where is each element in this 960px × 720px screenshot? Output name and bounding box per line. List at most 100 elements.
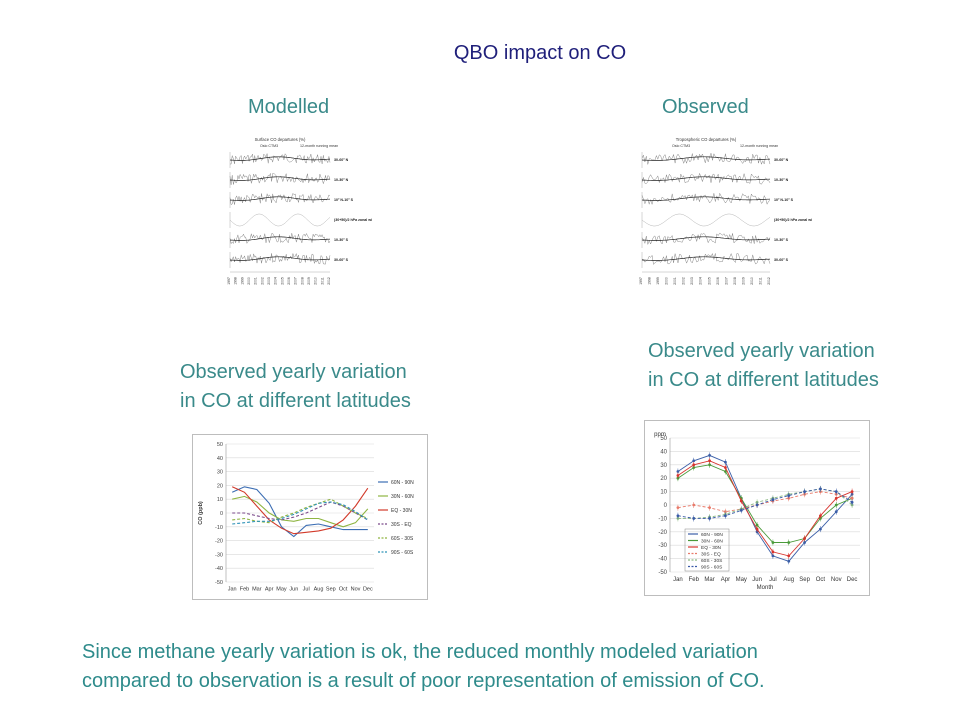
year-tick-label: 2005 (280, 277, 284, 285)
x-tick-label: Aug (783, 577, 794, 583)
legend-label: 60N - 90N (391, 480, 414, 486)
left-caption-line2: in CO at different latitudes (180, 390, 411, 412)
series-line (677, 454, 853, 562)
legend-label: 60N - 90N (701, 532, 723, 538)
year-tick-label: 2006 (716, 277, 720, 285)
running-mean-line (641, 156, 771, 161)
series-line (232, 501, 369, 521)
legend-label: 30N - 60N (701, 539, 723, 545)
timeseries-legend-item: Oslo CTM3 (672, 144, 690, 148)
legend-label: EQ - 30N (391, 508, 412, 514)
year-tick-label: 1997 (639, 277, 643, 285)
series-line (231, 486, 369, 535)
row-label: (30+50)/2 hPa zonal winds at equator (334, 218, 372, 222)
timeseries-line (641, 172, 771, 185)
year-tick-label: 2000 (247, 277, 251, 285)
x-tick-label: Jan (673, 577, 683, 583)
x-tick-label: Jun (289, 587, 298, 593)
y-tick-label: 30 (660, 463, 667, 469)
running-mean-line (229, 196, 331, 201)
timeseries-line (641, 152, 771, 165)
row-label: 10-30° S (774, 238, 789, 242)
y-tick-label: -10 (658, 516, 667, 522)
left-caption-line1: Observed yearly variation (180, 361, 407, 383)
y-tick-label: -10 (215, 525, 223, 531)
x-tick-label: Feb (689, 577, 700, 583)
timeseries-legend-item: Oslo CTM3 (260, 144, 278, 148)
y-tick-label: -20 (215, 539, 223, 545)
year-tick-label: 2011 (320, 277, 324, 284)
x-tick-label: Oct (339, 587, 348, 593)
year-tick-label: 2012 (327, 277, 331, 285)
y-tick-label: 20 (217, 483, 223, 489)
year-tick-label: 2008 (300, 277, 304, 285)
running-mean-line (641, 256, 771, 261)
legend-label: 30S - EQ (701, 552, 721, 558)
timeseries-line (229, 232, 331, 245)
right-caption-line1: Observed yearly variation (648, 340, 875, 362)
y-tick-label: 10 (217, 497, 223, 503)
modelled-timeseries-panel: Surface CO departures (%) Oslo CTM3 12-mon… (200, 134, 372, 290)
y-tick-label: -40 (215, 566, 223, 572)
chart-frame (192, 434, 428, 600)
running-mean-line (229, 176, 331, 181)
legend-box (684, 528, 730, 572)
row-label: (30+50)/2 hPa zonal winds at equator (774, 218, 812, 222)
y-tick-label: 50 (660, 436, 667, 442)
year-tick-label: 1999 (240, 277, 244, 285)
x-tick-label: Dec (363, 587, 373, 593)
footer-text: Since methane yearly variation is ok, th… (82, 638, 932, 696)
row-label: 30-60° N (774, 158, 789, 162)
legend-label: EQ - 30N (701, 545, 722, 551)
y-tick-label: 30 (217, 470, 223, 476)
timeseries-line (229, 252, 331, 265)
legend-label: 30N - 60N (391, 494, 414, 500)
y-tick-label: 0 (220, 511, 223, 517)
year-tick-label: 1998 (648, 277, 652, 285)
year-tick-label: 1998 (234, 277, 238, 285)
x-tick-label: Mar (252, 587, 262, 593)
year-tick-label: 1999 (656, 277, 660, 285)
timeseries-line (641, 213, 771, 227)
x-tick-label: Nov (831, 577, 842, 583)
year-tick-label: 2002 (682, 277, 686, 285)
year-tick-label: 2004 (699, 277, 703, 285)
y-tick-label: 40 (217, 456, 223, 462)
year-tick-label: 2007 (724, 277, 728, 285)
x-axis-label: Month (757, 585, 774, 591)
year-tick-label: 2010 (314, 277, 318, 285)
footer-line1: Since methane yearly variation is ok, th… (82, 641, 758, 663)
x-tick-label: Feb (240, 587, 249, 593)
timeseries-line (229, 153, 331, 165)
timeseries-legend-title: Tropospheric CO departures (%) (676, 137, 737, 142)
right-caption-line2: in CO at different latitudes (648, 369, 879, 391)
x-tick-label: Sep (799, 577, 810, 583)
x-tick-label: Aug (314, 587, 324, 593)
right-line-chart: 50 40 30 20 10 0 -10 -20 -30 -40 -50 Jan Feb Mar Apr Ma… (644, 420, 870, 596)
y-tick-label: -40 (658, 557, 667, 563)
x-tick-label: Dec (847, 577, 858, 583)
year-tick-label: 2000 (665, 277, 669, 285)
y-tick-label: -50 (658, 570, 667, 576)
y-tick-label: -30 (658, 543, 667, 549)
y-axis-label: CO (ppb) (198, 501, 204, 525)
observed-label: Observed (662, 96, 749, 118)
year-tick-label: 2003 (267, 277, 271, 285)
y-tick-label: 50 (217, 442, 223, 448)
legend-label: 60S - 30S (701, 558, 722, 564)
year-tick-label: 2006 (287, 277, 291, 285)
year-tick-label: 1997 (227, 277, 231, 285)
x-tick-label: Jul (303, 587, 310, 593)
year-tick-label: 2002 (260, 277, 264, 285)
x-tick-label: May (276, 587, 287, 593)
year-tick-label: 2012 (767, 277, 771, 285)
timeseries-legend-item: 12-month running mean (300, 144, 338, 148)
legend-label: 90S - 60S (391, 550, 414, 556)
timeseries-line (641, 192, 771, 206)
series-line (231, 486, 368, 538)
y-tick-label: 20 (660, 476, 667, 482)
x-tick-label: Jan (228, 587, 237, 593)
y-axis-label: ppm (654, 432, 666, 438)
x-tick-label: Jun (752, 577, 762, 583)
row-label: 10-30° S (334, 238, 349, 242)
